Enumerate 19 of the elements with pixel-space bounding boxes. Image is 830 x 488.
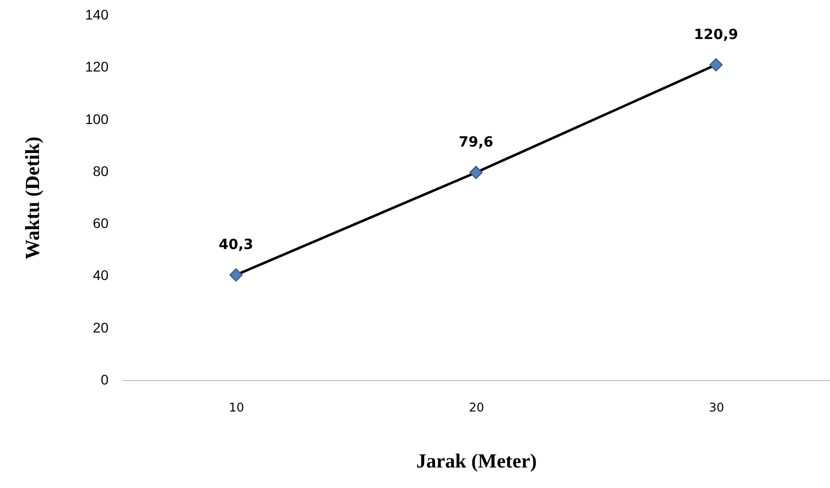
y-tick-label: 120 [85,58,109,75]
y-tick-label: 80 [92,162,109,179]
data-label: 40,3 [218,236,254,253]
y-tick-label: 40 [92,267,109,284]
point [229,268,243,282]
x-tick-label: 20 [468,400,484,414]
point [469,166,483,180]
y-tick-label: 0 [100,372,109,388]
x-tick-label: 30 [708,400,724,414]
y-tick-label: 20 [92,319,109,336]
x-axis-title: Jarak (Meter) [416,450,537,472]
y-tick-label: 60 [92,215,109,232]
data-label: 79,6 [458,134,494,150]
data-label: 120,9 [694,26,738,43]
y-tick-label: 140 [85,6,109,22]
x-tick-label: 10 [228,400,244,414]
y-axis-title: Waktu (Detik) [22,136,44,260]
point [709,58,723,72]
y-tick-label: 100 [85,110,109,127]
